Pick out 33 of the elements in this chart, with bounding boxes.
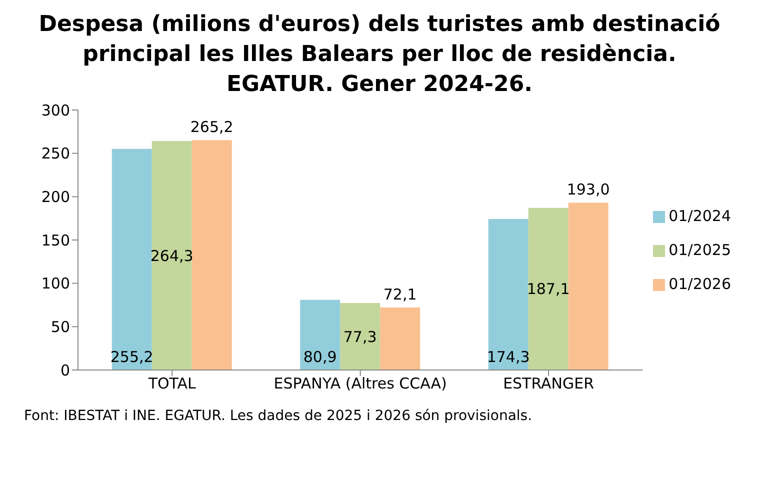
y-tick-label: 200 [41,188,70,206]
data-label: 174,3 [486,348,530,366]
bar [380,308,420,370]
bar [192,140,232,370]
x-tick-label: ESPANYA (Altres CCAA) [274,374,447,393]
bar [112,148,152,370]
y-tick-label: 50 [50,318,70,336]
data-label: 77,3 [343,328,377,346]
data-label: 80,9 [303,348,337,366]
bar [300,300,340,370]
x-tick-label: ESTRANGER [503,374,594,393]
y-tick-label: 100 [41,274,70,293]
data-label: 193,0 [566,180,610,199]
y-tick-label: 300 [41,101,70,120]
text: Font: IBESTAT i INE. EGATUR. Les dades de 2025 i 2026 són provisionals. [23,408,534,424]
y-tick-label: 250 [41,144,70,163]
x-tick-label: TOTAL [147,374,197,393]
bar [568,202,608,370]
legend-label: 01/2024 [668,207,731,225]
bar [340,303,380,370]
y-tick-label: 150 [41,231,70,250]
bar [488,218,528,370]
data-label: 265,2 [190,118,234,136]
chart-title: Despesa (milions d'euros) dels turistes amb destinació principal les Illes Balears per lloc de residència. EGATUR. Gener 2024-26. [38,11,722,99]
data-label: 264,3 [150,246,194,265]
bar [152,140,192,370]
y-tick-label: 0 [60,361,70,380]
bar [528,208,568,370]
data-label: 72,1 [383,286,417,304]
legend-label: 01/2026 [668,275,731,293]
legend-label: 01/2025 [668,241,731,259]
data-label: 255,2 [110,348,154,366]
data-label: 187,1 [526,280,570,298]
